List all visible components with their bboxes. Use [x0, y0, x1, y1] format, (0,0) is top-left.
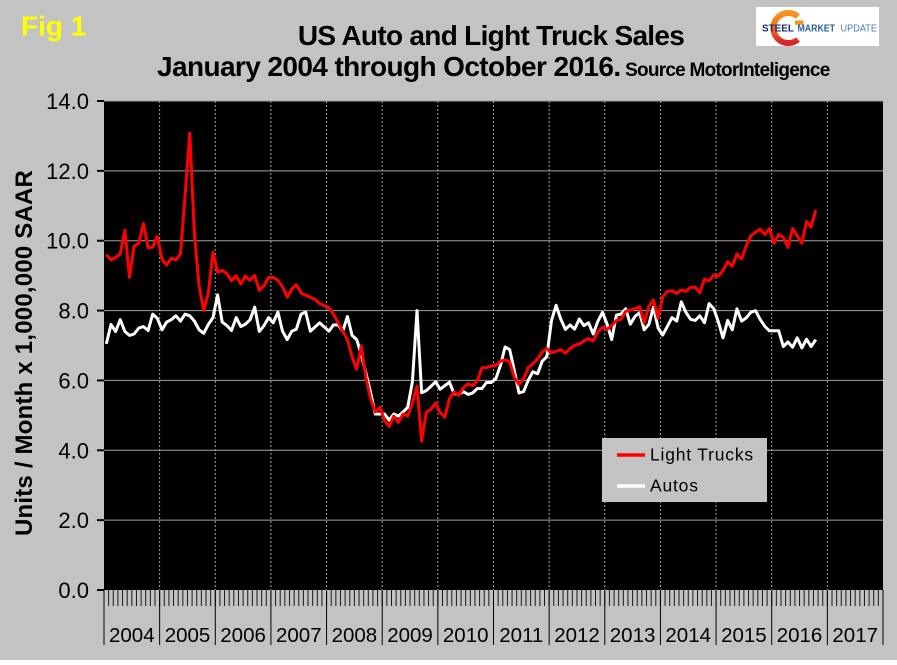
- svg-text:2007: 2007: [276, 624, 322, 647]
- svg-text:2005: 2005: [165, 624, 211, 647]
- svg-text:4.0: 4.0: [58, 438, 89, 463]
- svg-text:Units / Month x 1,000,000 SAAR: Units / Month x 1,000,000 SAAR: [11, 170, 38, 536]
- svg-text:STEEL: STEEL: [762, 24, 794, 35]
- svg-text:2012: 2012: [554, 624, 600, 647]
- svg-text:2.0: 2.0: [58, 508, 89, 533]
- svg-text:2016: 2016: [777, 624, 823, 647]
- svg-text:US Auto and Light Truck Sales: US Auto and Light Truck Sales: [298, 20, 684, 51]
- svg-text:0.0: 0.0: [58, 578, 89, 603]
- svg-text:Light Trucks: Light Trucks: [650, 445, 754, 465]
- svg-text:2008: 2008: [332, 624, 378, 647]
- svg-text:MARKET: MARKET: [798, 24, 836, 35]
- svg-text:6.0: 6.0: [58, 368, 89, 393]
- svg-text:UPDATE: UPDATE: [841, 24, 878, 35]
- svg-text:2010: 2010: [443, 624, 489, 647]
- svg-text:2009: 2009: [387, 624, 433, 647]
- svg-text:2013: 2013: [610, 624, 656, 647]
- svg-text:2015: 2015: [721, 624, 767, 647]
- svg-text:14.0: 14.0: [46, 89, 89, 114]
- svg-text:12.0: 12.0: [46, 159, 89, 184]
- svg-text:2017: 2017: [832, 624, 878, 647]
- svg-text:2004: 2004: [109, 624, 155, 647]
- svg-text:2011: 2011: [499, 624, 543, 647]
- svg-text:10.0: 10.0: [46, 229, 89, 254]
- svg-text:2014: 2014: [665, 624, 711, 647]
- svg-text:8.0: 8.0: [58, 299, 89, 324]
- svg-text:Autos: Autos: [650, 476, 699, 496]
- svg-text:2006: 2006: [220, 624, 266, 647]
- svg-text:Fig 1: Fig 1: [21, 11, 86, 42]
